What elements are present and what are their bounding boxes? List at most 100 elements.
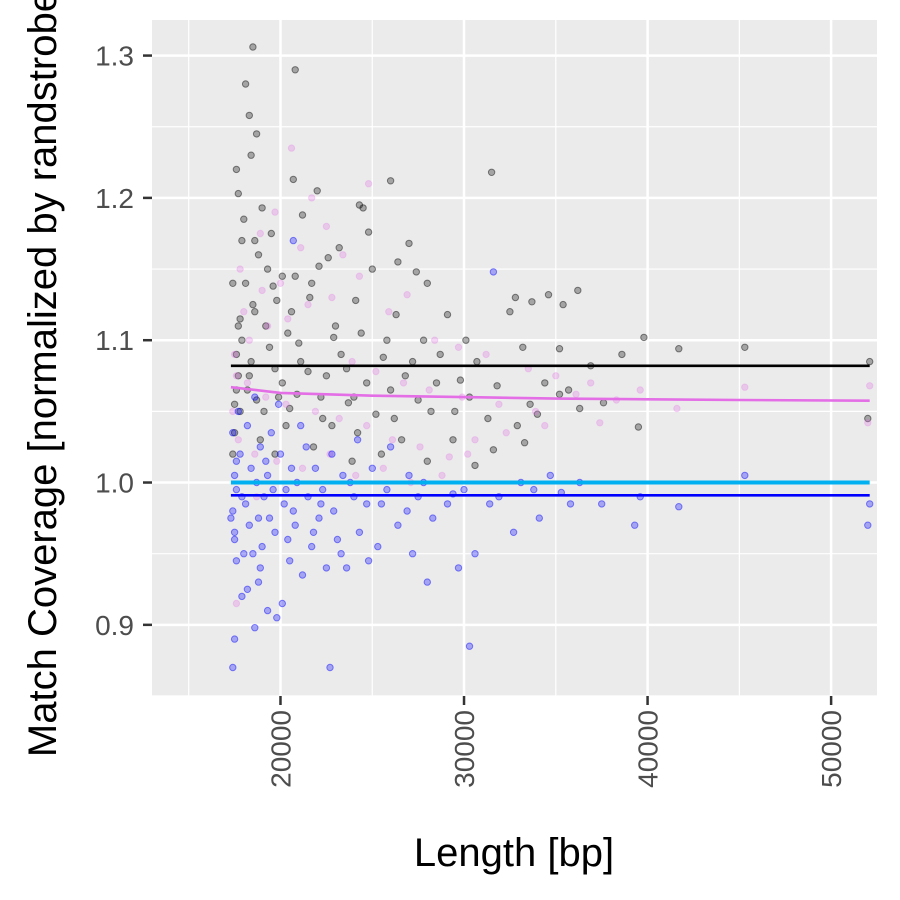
data-point xyxy=(533,410,542,418)
data-point xyxy=(276,450,285,458)
data-point xyxy=(866,500,874,508)
data-point xyxy=(333,535,342,544)
data-point xyxy=(319,485,327,494)
data-point xyxy=(232,457,241,465)
data-point xyxy=(372,410,380,418)
data-point xyxy=(634,423,643,431)
data-point xyxy=(541,379,549,387)
data-point xyxy=(374,542,382,551)
data-point xyxy=(443,500,452,508)
data-point xyxy=(251,308,259,316)
data-point xyxy=(240,215,248,223)
data-point xyxy=(399,379,408,387)
data-point xyxy=(368,265,376,273)
data-point xyxy=(526,400,534,408)
data-point xyxy=(403,507,411,515)
data-point xyxy=(363,500,371,508)
data-point xyxy=(284,315,292,323)
x-tick-label: 20000 xyxy=(265,710,296,788)
x-axis-title: Length [bp] xyxy=(414,831,614,875)
data-point xyxy=(238,236,246,245)
data-point xyxy=(405,239,413,248)
data-point xyxy=(566,500,575,508)
data-point xyxy=(342,564,351,572)
data-point xyxy=(240,550,248,558)
data-point xyxy=(587,379,595,387)
data-point xyxy=(383,485,391,494)
data-point xyxy=(287,308,296,316)
data-point xyxy=(423,279,431,287)
data-point xyxy=(408,550,417,558)
scatter-points xyxy=(227,43,874,672)
data-point xyxy=(386,386,395,394)
data-point xyxy=(392,310,400,319)
data-point xyxy=(471,436,479,444)
data-point xyxy=(236,265,244,273)
data-point xyxy=(271,528,279,536)
data-point xyxy=(247,357,255,366)
data-point xyxy=(278,379,286,387)
data-point xyxy=(295,339,303,347)
data-point xyxy=(552,372,560,380)
data-point xyxy=(249,43,257,51)
data-point xyxy=(412,268,420,276)
data-point xyxy=(741,471,749,480)
data-point xyxy=(304,300,312,309)
data-point xyxy=(263,606,272,615)
data-point xyxy=(390,414,398,423)
data-point xyxy=(230,528,239,536)
data-point xyxy=(254,251,263,259)
data-point xyxy=(247,464,255,472)
data-point xyxy=(451,407,459,416)
data-point xyxy=(337,350,345,359)
data-point xyxy=(245,521,254,529)
data-point xyxy=(599,399,608,407)
tick-labels: 20000 30000 40000 50000 0.9 1.0 1.1 1.2 1.3 xyxy=(95,41,847,788)
data-point xyxy=(454,343,463,351)
data-point xyxy=(249,300,257,309)
data-point xyxy=(256,443,264,451)
data-point xyxy=(741,343,749,351)
data-point xyxy=(229,279,237,287)
data-point xyxy=(423,457,431,465)
data-point xyxy=(432,379,441,387)
data-point xyxy=(443,310,452,319)
data-point xyxy=(273,296,281,305)
data-point xyxy=(425,386,433,394)
data-point xyxy=(245,111,254,120)
data-point xyxy=(262,393,270,401)
data-point xyxy=(364,228,373,236)
data-point xyxy=(232,350,241,359)
data-point xyxy=(240,308,248,316)
data-point xyxy=(576,404,584,413)
data-point xyxy=(509,528,518,536)
data-point xyxy=(335,414,343,423)
data-point xyxy=(631,521,639,529)
data-point xyxy=(574,286,582,295)
data-point xyxy=(267,429,275,437)
data-point xyxy=(245,372,254,380)
data-point xyxy=(229,429,237,437)
data-point xyxy=(348,357,356,366)
data-point xyxy=(229,407,237,416)
data-point xyxy=(414,396,422,404)
data-point xyxy=(355,201,364,209)
x-tick-label: 40000 xyxy=(633,710,664,788)
data-point xyxy=(265,514,274,522)
data-point xyxy=(324,254,332,262)
data-point xyxy=(339,251,347,259)
data-point xyxy=(289,175,297,184)
data-point xyxy=(263,265,272,273)
data-point xyxy=(265,343,274,351)
data-point xyxy=(541,421,549,430)
data-point xyxy=(363,379,371,387)
data-point xyxy=(423,578,431,586)
data-point xyxy=(379,464,387,472)
data-point xyxy=(438,471,446,480)
data-point xyxy=(241,500,250,508)
data-point xyxy=(460,485,468,494)
data-point xyxy=(269,485,277,494)
data-point xyxy=(297,244,305,252)
data-point xyxy=(388,436,397,444)
